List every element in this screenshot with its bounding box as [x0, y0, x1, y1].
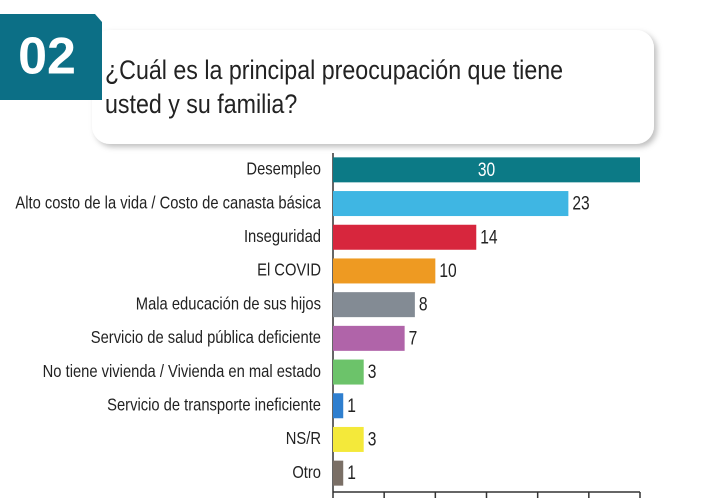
category-label: No tiene vivienda / Vivienda en mal esta…	[43, 361, 321, 381]
bar	[333, 258, 436, 284]
value-label: 7	[409, 327, 418, 349]
bar	[333, 393, 344, 419]
value-label-group: 14	[480, 226, 498, 248]
value-label: 3	[368, 361, 377, 383]
bar	[333, 292, 415, 318]
bar	[333, 157, 640, 183]
category-label: Servicio de salud pública deficiente	[91, 328, 321, 348]
value-label: 3	[368, 428, 377, 450]
bar	[333, 359, 364, 385]
value-label: 10	[439, 259, 456, 281]
value-label-group: 3	[368, 361, 377, 383]
value-label: 8	[419, 293, 428, 315]
category-label: NS/R	[286, 429, 321, 449]
value-label-group: 8	[419, 293, 428, 315]
chart-title: usted y su familia?	[105, 90, 297, 120]
category-label: Mala educación de sus hijos	[136, 294, 321, 314]
category-label: Servicio de transporte ineficiente	[107, 395, 321, 415]
category-label: Otro	[292, 463, 321, 483]
category-label: Desempleo	[246, 159, 321, 179]
value-label: 30	[478, 158, 495, 180]
value-label: 1	[347, 462, 356, 484]
bar	[333, 191, 569, 217]
badge	[0, 14, 102, 100]
title-group: ¿Cuál es la principal preocupación que t…	[105, 56, 563, 120]
category-label: Alto costo de la vida / Costo de canasta…	[15, 193, 321, 213]
value-label-group: 10	[439, 259, 456, 281]
category-labels: Desempleo Alto costo de la vida / Costo d…	[15, 159, 321, 482]
value-label: 23	[572, 192, 589, 214]
value-label: 1	[347, 394, 356, 416]
value-label: 14	[480, 226, 498, 248]
chart-title: ¿Cuál es la principal preocupación que t…	[105, 56, 563, 86]
value-label-group: 1	[347, 462, 356, 484]
value-label-group: 30	[478, 158, 495, 180]
bar	[333, 224, 477, 250]
value-label-group: 3	[368, 428, 377, 450]
value-label-group: 1	[347, 394, 356, 416]
badge-label: 02	[18, 28, 76, 86]
bar	[333, 426, 364, 452]
bar	[333, 325, 405, 351]
title-box	[92, 30, 654, 144]
value-label-group: 7	[409, 327, 418, 349]
value-label-group: 23	[572, 192, 589, 214]
category-label: Inseguridad	[244, 227, 321, 247]
category-label: El COVID	[257, 260, 321, 280]
bar	[333, 460, 344, 486]
